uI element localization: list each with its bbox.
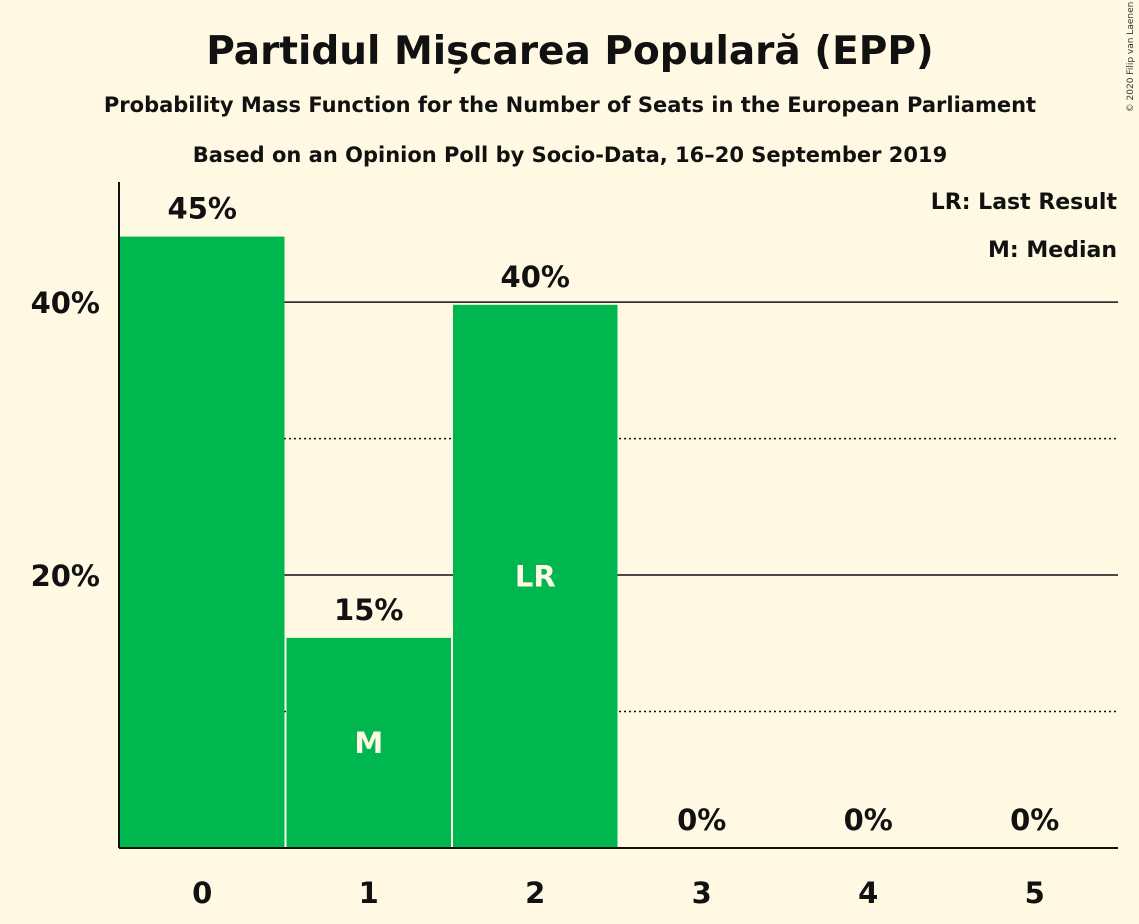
y-axis-ticks: 20% 40% bbox=[31, 286, 100, 593]
grid-lines bbox=[119, 301, 1118, 713]
chart-title: Partidul Mișcarea Populară (EPP) bbox=[206, 29, 933, 74]
x-tick-label: 4 bbox=[858, 876, 878, 910]
y-tick-label: 20% bbox=[31, 559, 100, 593]
bar-value-label-4: 0% bbox=[844, 803, 893, 837]
y-tick-label: 40% bbox=[31, 286, 100, 320]
copyright-text: © 2020 Filip van Laenen bbox=[1126, 2, 1136, 113]
legend: LR: Last Result M: Median bbox=[931, 190, 1118, 263]
bar-seats-1 bbox=[286, 637, 451, 848]
x-tick-label: 3 bbox=[692, 876, 712, 910]
bars-group: 45% 15% M 40% LR 0% 0% 0% bbox=[120, 192, 1059, 849]
chart-subtitle-poll: Based on an Opinion Poll by Socio-Data, … bbox=[193, 143, 948, 167]
bar-seats-2 bbox=[453, 304, 618, 848]
x-tick-label: 1 bbox=[359, 876, 379, 910]
bar-value-label-1: 15% bbox=[334, 593, 403, 627]
bar-value-label-0: 45% bbox=[168, 192, 237, 226]
bar-marker-m: M bbox=[354, 726, 383, 760]
bar-value-label-3: 0% bbox=[677, 803, 726, 837]
x-tick-label: 2 bbox=[525, 876, 545, 910]
chart-subtitle: Probability Mass Function for the Number… bbox=[104, 93, 1036, 117]
legend-last-result: LR: Last Result bbox=[931, 190, 1118, 215]
bar-seats-0 bbox=[120, 236, 285, 849]
bar-value-label-2: 40% bbox=[501, 260, 570, 294]
x-tick-label: 0 bbox=[192, 876, 212, 910]
bar-marker-lr: LR bbox=[515, 559, 556, 593]
x-axis-ticks: 0 1 2 3 4 5 bbox=[192, 876, 1045, 910]
legend-median: M: Median bbox=[988, 238, 1117, 263]
x-tick-label: 5 bbox=[1025, 876, 1045, 910]
bar-value-label-5: 0% bbox=[1010, 803, 1059, 837]
